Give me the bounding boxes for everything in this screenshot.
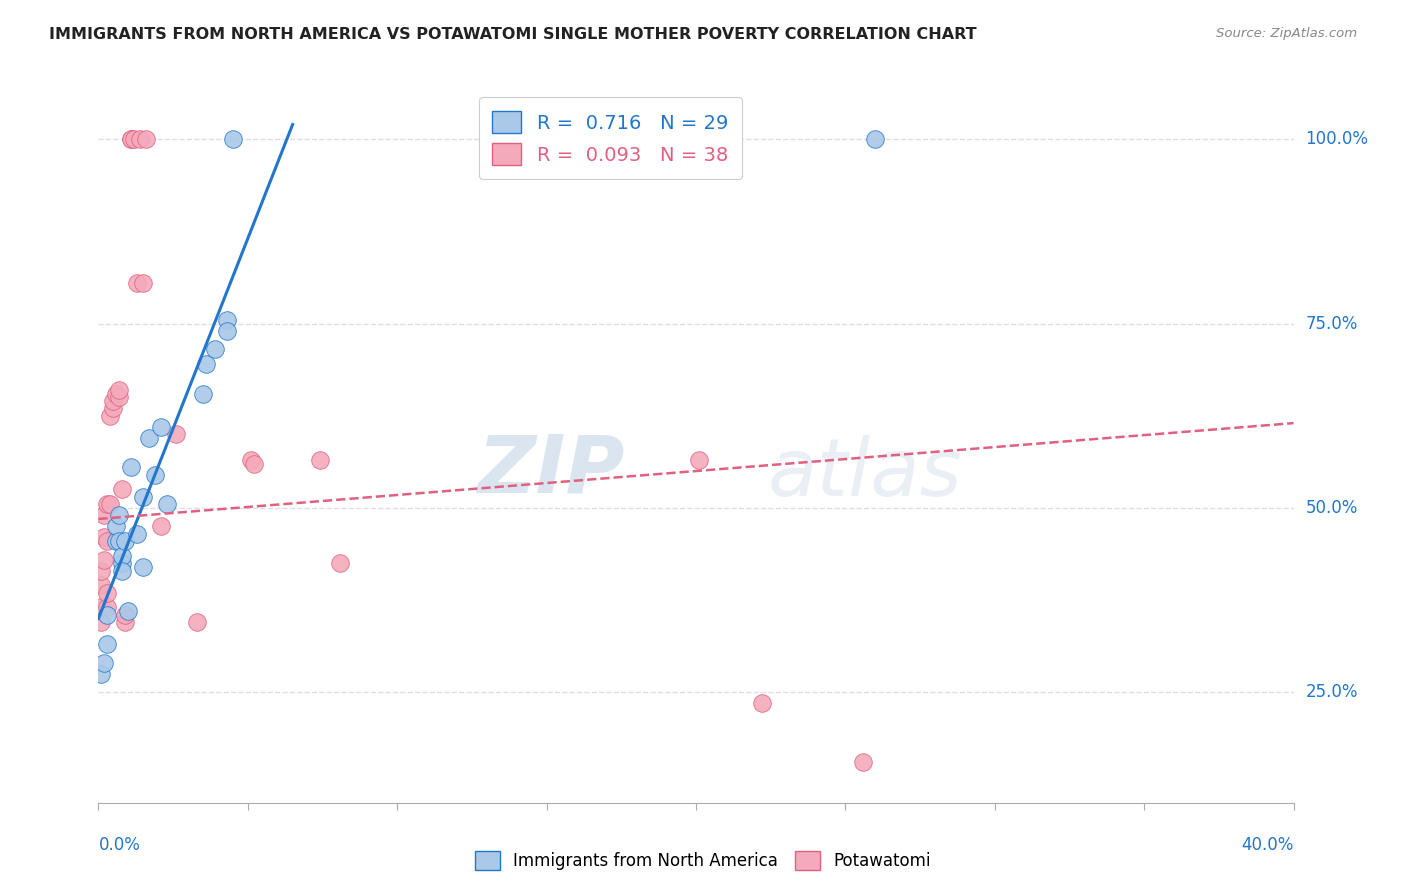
Point <box>132 490 155 504</box>
Point <box>96 497 118 511</box>
Text: 75.0%: 75.0% <box>1306 315 1358 333</box>
Point <box>96 637 118 651</box>
Text: 25.0%: 25.0% <box>1306 683 1358 701</box>
Text: 50.0%: 50.0% <box>1306 499 1358 516</box>
Point <box>108 390 131 404</box>
Point <box>90 564 112 578</box>
Point <box>103 401 125 416</box>
Point <box>156 497 179 511</box>
Point <box>90 666 112 681</box>
Text: atlas: atlas <box>768 435 963 513</box>
Point <box>105 386 128 401</box>
Point <box>90 578 112 592</box>
Point <box>127 526 149 541</box>
Text: 0.0%: 0.0% <box>98 836 141 854</box>
Point <box>239 453 262 467</box>
Point <box>222 132 245 146</box>
Point <box>127 276 149 290</box>
Point <box>150 519 173 533</box>
Point <box>186 615 208 630</box>
Point <box>93 656 115 670</box>
Point <box>132 560 155 574</box>
Point <box>98 497 122 511</box>
Point <box>751 696 773 710</box>
Point <box>132 276 155 290</box>
Point <box>143 467 166 482</box>
Point <box>120 132 142 146</box>
Point <box>329 556 352 570</box>
Point <box>108 383 131 397</box>
Point <box>191 386 214 401</box>
Point <box>90 615 112 630</box>
Point <box>581 132 603 146</box>
Point <box>108 534 131 549</box>
Point <box>111 556 134 570</box>
Point <box>111 549 134 563</box>
Point <box>865 132 887 146</box>
Point <box>165 427 187 442</box>
Point <box>124 132 146 146</box>
Point <box>96 607 118 622</box>
Point <box>93 508 115 523</box>
Point <box>117 604 139 618</box>
Point <box>195 357 218 371</box>
Point <box>243 457 266 471</box>
Point <box>96 585 118 599</box>
Point <box>204 343 226 357</box>
Point <box>103 394 125 409</box>
Point <box>111 564 134 578</box>
Point <box>93 530 115 544</box>
Text: ZIP: ZIP <box>477 432 624 509</box>
Point <box>129 132 152 146</box>
Point <box>138 431 160 445</box>
Point <box>96 534 118 549</box>
Point <box>120 460 142 475</box>
Text: Source: ZipAtlas.com: Source: ZipAtlas.com <box>1216 27 1357 40</box>
Point <box>215 324 238 338</box>
Text: 40.0%: 40.0% <box>1241 836 1294 854</box>
Point <box>105 519 128 533</box>
Text: IMMIGRANTS FROM NORTH AMERICA VS POTAWATOMI SINGLE MOTHER POVERTY CORRELATION CH: IMMIGRANTS FROM NORTH AMERICA VS POTAWAT… <box>49 27 977 42</box>
Point <box>135 132 157 146</box>
Legend: Immigrants from North America, Potawatomi: Immigrants from North America, Potawatom… <box>468 844 938 877</box>
Point <box>120 132 142 146</box>
Point <box>852 756 875 770</box>
Point <box>114 615 136 630</box>
Point <box>105 534 128 549</box>
Point <box>688 453 710 467</box>
Point <box>215 313 238 327</box>
Point <box>308 453 330 467</box>
Point <box>90 600 112 615</box>
Point <box>114 607 136 622</box>
Point <box>98 409 122 423</box>
Point <box>114 534 136 549</box>
Point <box>111 483 134 497</box>
Text: 100.0%: 100.0% <box>1306 130 1368 148</box>
Point <box>108 508 131 523</box>
Point <box>96 600 118 615</box>
Point <box>150 419 173 434</box>
Point <box>93 552 115 566</box>
Legend: R =  0.716   N = 29, R =  0.093   N = 38: R = 0.716 N = 29, R = 0.093 N = 38 <box>478 97 742 179</box>
